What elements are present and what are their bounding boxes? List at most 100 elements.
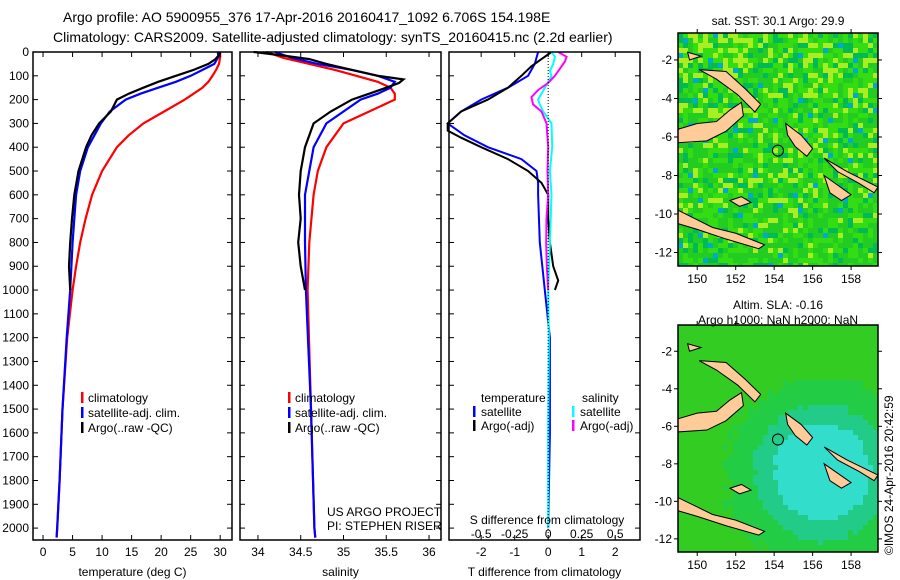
map-cell [763, 370, 768, 375]
map-cell [733, 218, 738, 223]
map-cell [758, 370, 763, 375]
map-cell [778, 495, 783, 500]
map-cell [698, 73, 703, 78]
map-cell [718, 258, 723, 263]
map-cell [728, 470, 733, 475]
map-cell [798, 410, 803, 415]
map-cell [678, 38, 683, 43]
map-cell [683, 68, 688, 73]
map-cell [738, 495, 743, 500]
credit-text: ©IMOS 24-Apr-2016 20:42:59 [882, 395, 896, 555]
map-cell [788, 213, 793, 218]
map-cell [858, 500, 863, 505]
map-cell [763, 345, 768, 350]
map-cell [698, 218, 703, 223]
map-cell [838, 78, 843, 83]
legend-swatch [81, 392, 84, 403]
map-cell [843, 485, 848, 490]
map-cell [843, 495, 848, 500]
map-cell [873, 410, 878, 415]
map-cell [873, 440, 878, 445]
map-cell [803, 63, 808, 68]
map-cell [713, 43, 718, 48]
map-cell [738, 345, 743, 350]
map-cell [678, 98, 683, 103]
map-cell [788, 138, 793, 143]
map-cell [733, 178, 738, 183]
map-cell [853, 208, 858, 213]
map-cell [738, 550, 743, 552]
map-cell [688, 203, 693, 208]
map-cell [683, 550, 688, 552]
map-cell [703, 405, 708, 410]
series-line-satellite-adj-clim- [274, 50, 397, 538]
annotation-text: US ARGO PROJECT [327, 505, 442, 519]
map-cell [748, 108, 753, 113]
map-cell [818, 490, 823, 495]
map-cell [763, 520, 768, 525]
map-cell [838, 355, 843, 360]
map-cell [693, 178, 698, 183]
map-cell [778, 63, 783, 68]
map-cell [723, 430, 728, 435]
map-cell [763, 360, 768, 365]
map-cell [833, 520, 838, 525]
map-cell [853, 455, 858, 460]
map-cell [863, 163, 868, 168]
map-cell [823, 83, 828, 88]
map-cell [683, 495, 688, 500]
map-cell [733, 38, 738, 43]
map-cell [678, 485, 683, 490]
map-cell [868, 53, 873, 58]
map-cell [838, 440, 843, 445]
map-cell [868, 93, 873, 98]
map-cell [868, 113, 873, 118]
map-cell [728, 335, 733, 340]
map-cell [763, 490, 768, 495]
map-cell [743, 118, 748, 123]
map-cell [698, 113, 703, 118]
map-cell [818, 203, 823, 208]
map-cell [688, 183, 693, 188]
map-cell [828, 213, 833, 218]
map-cell [773, 400, 778, 405]
map-cell [688, 500, 693, 505]
map-cell [863, 253, 868, 258]
map-cell [768, 223, 773, 228]
map-cell [863, 218, 868, 223]
map-cell [698, 163, 703, 168]
map-cell [698, 370, 703, 375]
map-cell [683, 335, 688, 340]
map-cell [683, 375, 688, 380]
map-cell [868, 248, 873, 253]
map-cell [683, 153, 688, 158]
map-cell [823, 48, 828, 53]
map-cell [683, 203, 688, 208]
map-cell [743, 430, 748, 435]
map-cell [793, 435, 798, 440]
map-cell [708, 108, 713, 113]
map-cell [873, 233, 878, 238]
map-cell [808, 188, 813, 193]
map-cell [728, 450, 733, 455]
map-cell [748, 38, 753, 43]
map-cell [863, 430, 868, 435]
map-cell [798, 340, 803, 345]
map-cell [683, 258, 688, 263]
map-cell [723, 500, 728, 505]
map-cell [698, 233, 703, 238]
map-cell [758, 365, 763, 370]
y-tick-label: 300 [9, 116, 29, 130]
map-cell [808, 203, 813, 208]
map-cell [783, 400, 788, 405]
map-cell [713, 138, 718, 143]
map-cell [873, 68, 878, 73]
map-cell [748, 143, 753, 148]
map-cell [748, 495, 753, 500]
map-cell [753, 148, 758, 153]
map-cell [823, 233, 828, 238]
map-cell [828, 48, 833, 53]
map-cell [728, 223, 733, 228]
map-cell [708, 330, 713, 335]
map-cell [738, 68, 743, 73]
